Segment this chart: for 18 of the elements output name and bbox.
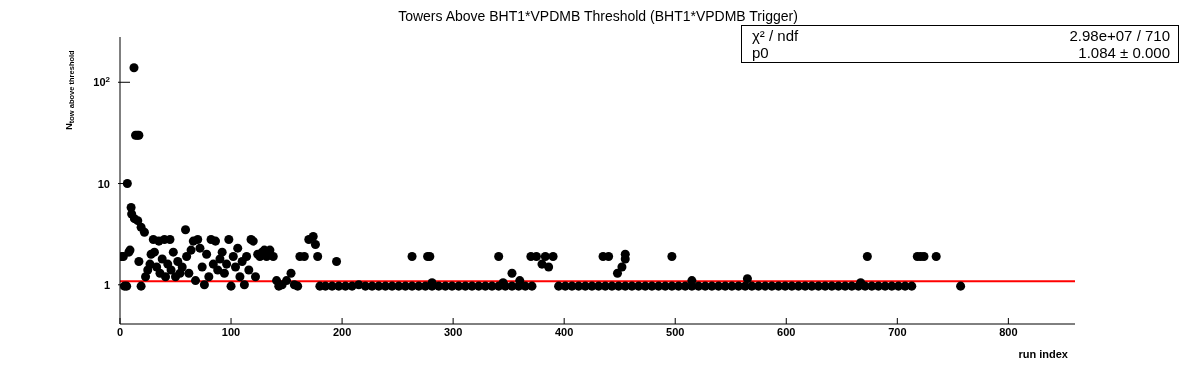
x-tick-label: 200 <box>332 325 352 338</box>
chart-title: Towers Above BHT1*VPDMB Threshold (BHT1*VPDMB Trigger) <box>397 8 799 24</box>
text: 1.084 ± 0.000 <box>1077 44 1170 61</box>
x-tick-label: 300 <box>443 325 463 338</box>
y-tick-label: 1 <box>103 278 110 291</box>
x-tick-label: 0 <box>116 325 124 338</box>
annotation: 2.98e+07 / 710 <box>1069 27 1170 44</box>
x-tick-label: 800 <box>999 325 1018 338</box>
annotation: χ² / ndf <box>752 27 800 44</box>
y-tick-label: 10 <box>97 177 110 190</box>
x-tick-label: 100 <box>221 325 241 338</box>
x-axis-title: run index <box>1018 348 1068 360</box>
x-tick-label: 700 <box>888 325 907 338</box>
x-tick-label: 500 <box>666 325 685 338</box>
y-tick-label: 10$^{2}$ <box>93 74 111 89</box>
annotation: p0 <box>752 44 770 61</box>
x-tick-label: 400 <box>555 325 574 338</box>
x-tick-label: 600 <box>777 325 796 338</box>
